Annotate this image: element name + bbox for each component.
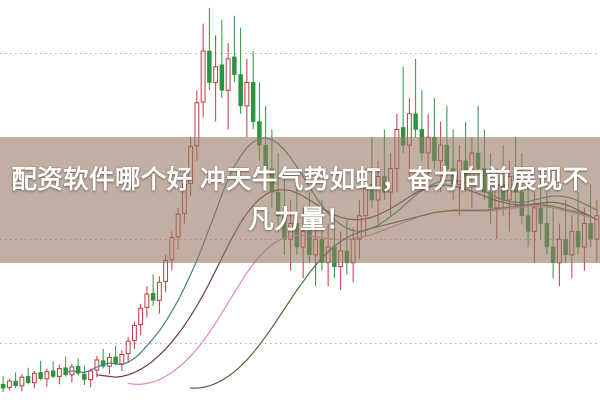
- candle-body: [238, 74, 243, 107]
- candle-body: [232, 56, 237, 75]
- candle-body: [25, 376, 31, 383]
- candle-body: [156, 281, 162, 301]
- candle-body: [413, 113, 418, 130]
- candle-body: [150, 292, 156, 301]
- candle-body: [144, 293, 150, 308]
- candle-body: [125, 340, 131, 355]
- candle-body: [63, 367, 68, 376]
- candle-body: [119, 353, 125, 365]
- candle-body: [207, 50, 212, 83]
- caption-overlay-band: 配资软件哪个好 冲天牛气势如虹，奋力向前展现不 凡力量！: [0, 137, 600, 263]
- candle-body: [82, 373, 87, 380]
- candle-body: [0, 383, 6, 389]
- candle-body: [213, 66, 219, 83]
- candle-body: [75, 365, 81, 374]
- candle-body: [44, 371, 50, 380]
- candle-body: [138, 307, 144, 326]
- candle-body: [50, 370, 56, 377]
- candle-body: [13, 380, 18, 387]
- candle-body: [6, 380, 12, 388]
- candle-body: [56, 368, 62, 377]
- candle-body: [244, 81, 250, 107]
- candle-body: [163, 259, 169, 283]
- caption-line-2: 凡力量！: [248, 206, 352, 234]
- candle-body: [225, 58, 231, 91]
- caption-line-1: 配资软件哪个好 冲天牛气势如虹，奋力向前展现不: [11, 166, 589, 194]
- candle-body: [106, 357, 112, 367]
- candle-body: [88, 370, 94, 381]
- candle-body: [113, 356, 118, 365]
- candle-body: [250, 82, 256, 122]
- candle-body: [19, 376, 25, 387]
- candle-body: [94, 359, 100, 371]
- candle-body: [100, 360, 106, 367]
- candle-body: [200, 50, 206, 103]
- candle-body: [219, 64, 225, 91]
- candle-body: [38, 372, 43, 380]
- candle-body: [131, 324, 137, 341]
- candle-body: [31, 372, 37, 384]
